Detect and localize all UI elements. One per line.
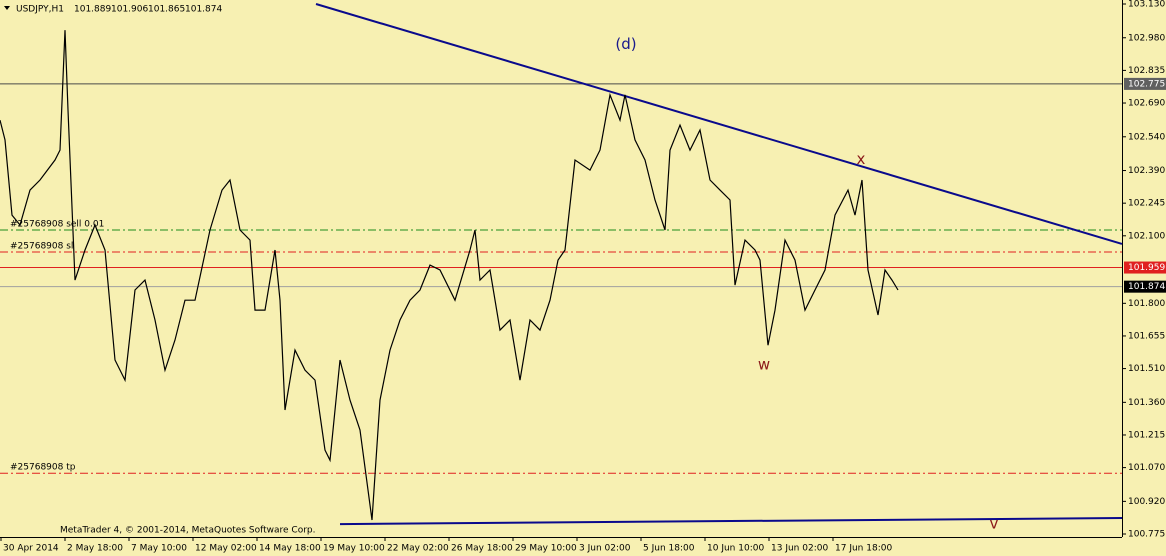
x-tick-label: 12 May 02:00 (195, 544, 257, 554)
y-tick-label: 101.800 (1128, 299, 1165, 309)
y-tick-label: 101.655 (1128, 331, 1165, 341)
x-tick-label: 3 Jun 02:00 (579, 544, 631, 554)
x-tick-label: 22 May 02:00 (387, 544, 449, 554)
price-box-label: 102.775 (1128, 79, 1165, 89)
y-tick-label: 102.100 (1128, 231, 1165, 241)
y-tick-label: 100.920 (1128, 497, 1165, 507)
y-tick-label: 101.070 (1128, 463, 1165, 473)
x-tick-label: 14 May 18:00 (259, 544, 321, 554)
ohlc-value: 101.865 (148, 5, 185, 15)
x-tick-label: 5 Jun 18:00 (643, 544, 695, 554)
y-tick-label: 101.215 (1128, 430, 1165, 440)
price-box (1124, 280, 1166, 293)
ohlc-value: 101.889 (74, 5, 111, 15)
symbol: USDJPY,H1 (16, 5, 64, 15)
ohlc-value: 101.874 (185, 5, 222, 15)
x-tick-label: 29 May 10:00 (515, 544, 577, 554)
price-box-label: 101.959 (1128, 263, 1165, 273)
x-tick-label: 10 Jun 10:00 (707, 544, 764, 554)
x-tick-label: 30 Apr 2014 (3, 544, 59, 554)
annotation: x (857, 150, 866, 168)
order-label: #25768908 sell 0.01 (10, 219, 104, 229)
trend-line (339, 517, 1123, 526)
y-tick-label: 100.775 (1128, 530, 1165, 540)
price-line (0, 30, 899, 521)
y-tick-label: 102.690 (1128, 99, 1165, 109)
order-label: #25768908 tp (10, 463, 76, 473)
price-box (1124, 77, 1166, 90)
y-tick-label: 102.390 (1128, 166, 1165, 176)
x-tick-label: 7 May 10:00 (131, 544, 187, 554)
x-tick-label: 19 May 10:00 (323, 544, 385, 554)
y-tick-label: 101.360 (1128, 398, 1165, 408)
x-tick-label: 2 May 18:00 (67, 544, 123, 554)
order-label: #25768908 sl (10, 242, 73, 252)
x-tick-label: 17 Jun 18:00 (835, 544, 892, 554)
trend-line (315, 3, 1123, 245)
x-tick-label: 26 May 18:00 (451, 544, 513, 554)
y-tick-label: 103.130 (1128, 0, 1165, 10)
footer: MetaTrader 4, © 2001-2014, MetaQuotes So… (60, 526, 316, 536)
menu-arrow[interactable] (4, 6, 10, 10)
y-tick-label: 101.510 (1128, 364, 1165, 374)
y-tick-label: 102.245 (1128, 199, 1165, 209)
y-tick-label: 102.540 (1128, 132, 1165, 142)
x-tick-label: 13 Jun 02:00 (771, 544, 828, 554)
y-tick-label: 102.980 (1128, 33, 1165, 43)
price-box-label: 101.874 (1128, 282, 1165, 292)
annotation: w (758, 355, 770, 373)
annotation: (d) (615, 35, 636, 53)
price-box (1124, 261, 1166, 274)
ohlc-value: 101.906 (111, 5, 148, 15)
y-tick-label: 102.835 (1128, 66, 1165, 76)
annotation: v (990, 514, 999, 532)
